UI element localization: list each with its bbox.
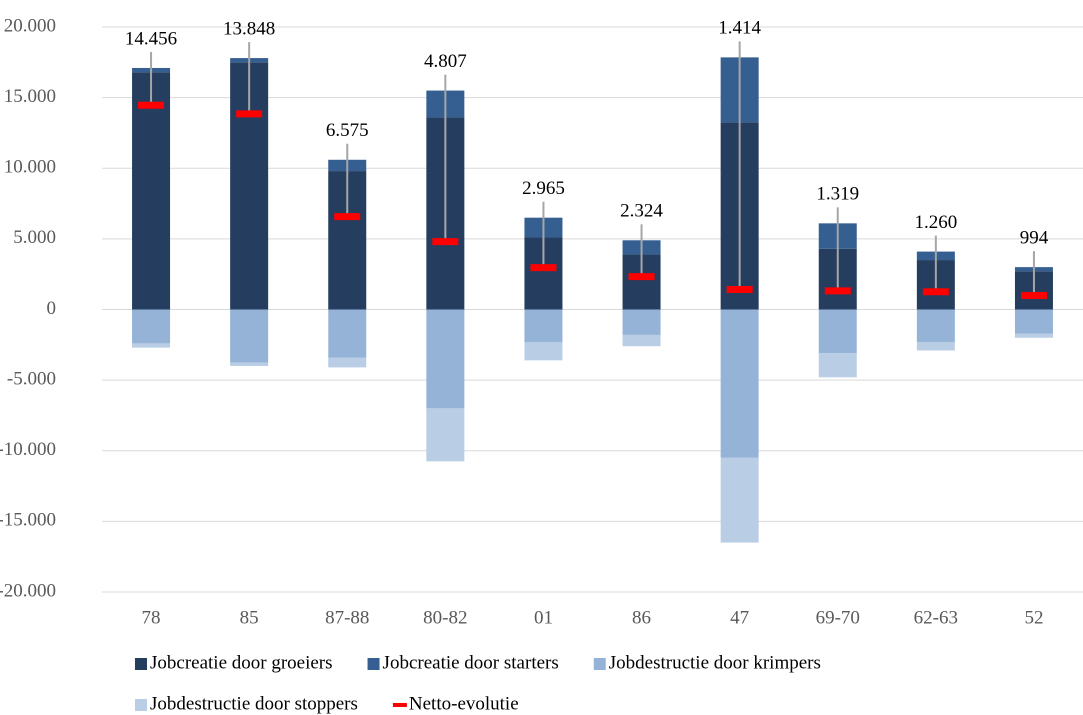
legend-label: Jobcreatie door starters	[383, 652, 559, 673]
y-tick-label: -15.000	[0, 510, 56, 531]
data-label: 1.260	[914, 212, 957, 233]
bar-segment	[524, 309, 563, 342]
bar-segment	[524, 341, 563, 361]
legend-item: Jobdestructie door stoppers	[135, 693, 358, 714]
y-tick-label: -10.000	[0, 439, 56, 460]
data-label: 2.324	[620, 201, 663, 222]
y-tick-label: -20.000	[0, 580, 56, 601]
x-tick-label: 86	[632, 607, 651, 628]
legend-label: Jobdestructie door stoppers	[150, 693, 358, 714]
y-tick-label: 5.000	[13, 227, 56, 248]
bar-segment	[916, 309, 955, 342]
bar-segment	[720, 309, 759, 458]
data-label: 14.456	[125, 28, 177, 49]
y-tick-label: 0	[47, 298, 57, 319]
legend-marker	[593, 658, 606, 670]
data-label: 1.319	[816, 184, 859, 205]
legend-marker	[135, 658, 147, 670]
y-tick-label: 15.000	[4, 86, 56, 107]
legend-label: Jobdestructie door krimpers	[609, 652, 821, 673]
legend-item: Jobcreatie door groeiers	[135, 652, 333, 673]
bar-segment	[818, 353, 857, 378]
bar-segment	[230, 309, 269, 363]
x-tick-label: 80-82	[423, 607, 467, 628]
legend-item: Netto-evolutie	[392, 693, 519, 714]
bar-segment	[328, 357, 367, 368]
bar-segment	[328, 309, 367, 358]
bar-segment	[426, 309, 465, 409]
y-tick-label: 20.000	[4, 15, 56, 36]
data-label: 2.965	[522, 178, 565, 199]
data-label: 13.848	[223, 18, 275, 39]
y-tick-label: -5.000	[7, 368, 56, 389]
bar-segment	[132, 343, 171, 348]
bar-segment	[622, 334, 661, 347]
x-tick-label: 69-70	[816, 607, 860, 628]
data-label: 6.575	[326, 120, 369, 141]
bar-segment	[622, 309, 661, 335]
x-tick-label: 62-63	[914, 607, 958, 628]
bar-segment	[1014, 333, 1053, 338]
legend-label: Jobcreatie door groeiers	[150, 652, 333, 673]
x-tick-label: 01	[534, 607, 553, 628]
legend-label: Netto-evolutie	[409, 693, 519, 714]
x-tick-label: 47	[730, 607, 749, 628]
legend-marker	[135, 699, 147, 711]
x-tick-label: 78	[142, 607, 161, 628]
bar-segment	[132, 309, 171, 344]
x-tick-label: 52	[1024, 607, 1043, 628]
bar-segment	[720, 457, 759, 543]
data-label: 4.807	[424, 51, 467, 72]
bar-segment	[1014, 309, 1053, 334]
bar-segment	[426, 408, 465, 462]
bar-segment	[132, 72, 171, 310]
bar-segment	[818, 309, 857, 354]
x-tick-label: 87-88	[325, 607, 369, 628]
data-label: 994	[1020, 227, 1049, 248]
data-label: 1.414	[718, 18, 761, 39]
bar-segment	[916, 341, 955, 351]
legend-item: Jobdestructie door krimpers	[593, 652, 821, 673]
x-tick-label: 85	[240, 607, 259, 628]
y-tick-label: 10.000	[4, 157, 56, 178]
legend-item: Jobcreatie door starters	[367, 652, 559, 673]
legend-marker	[367, 658, 380, 670]
bar-segment	[230, 362, 269, 366]
